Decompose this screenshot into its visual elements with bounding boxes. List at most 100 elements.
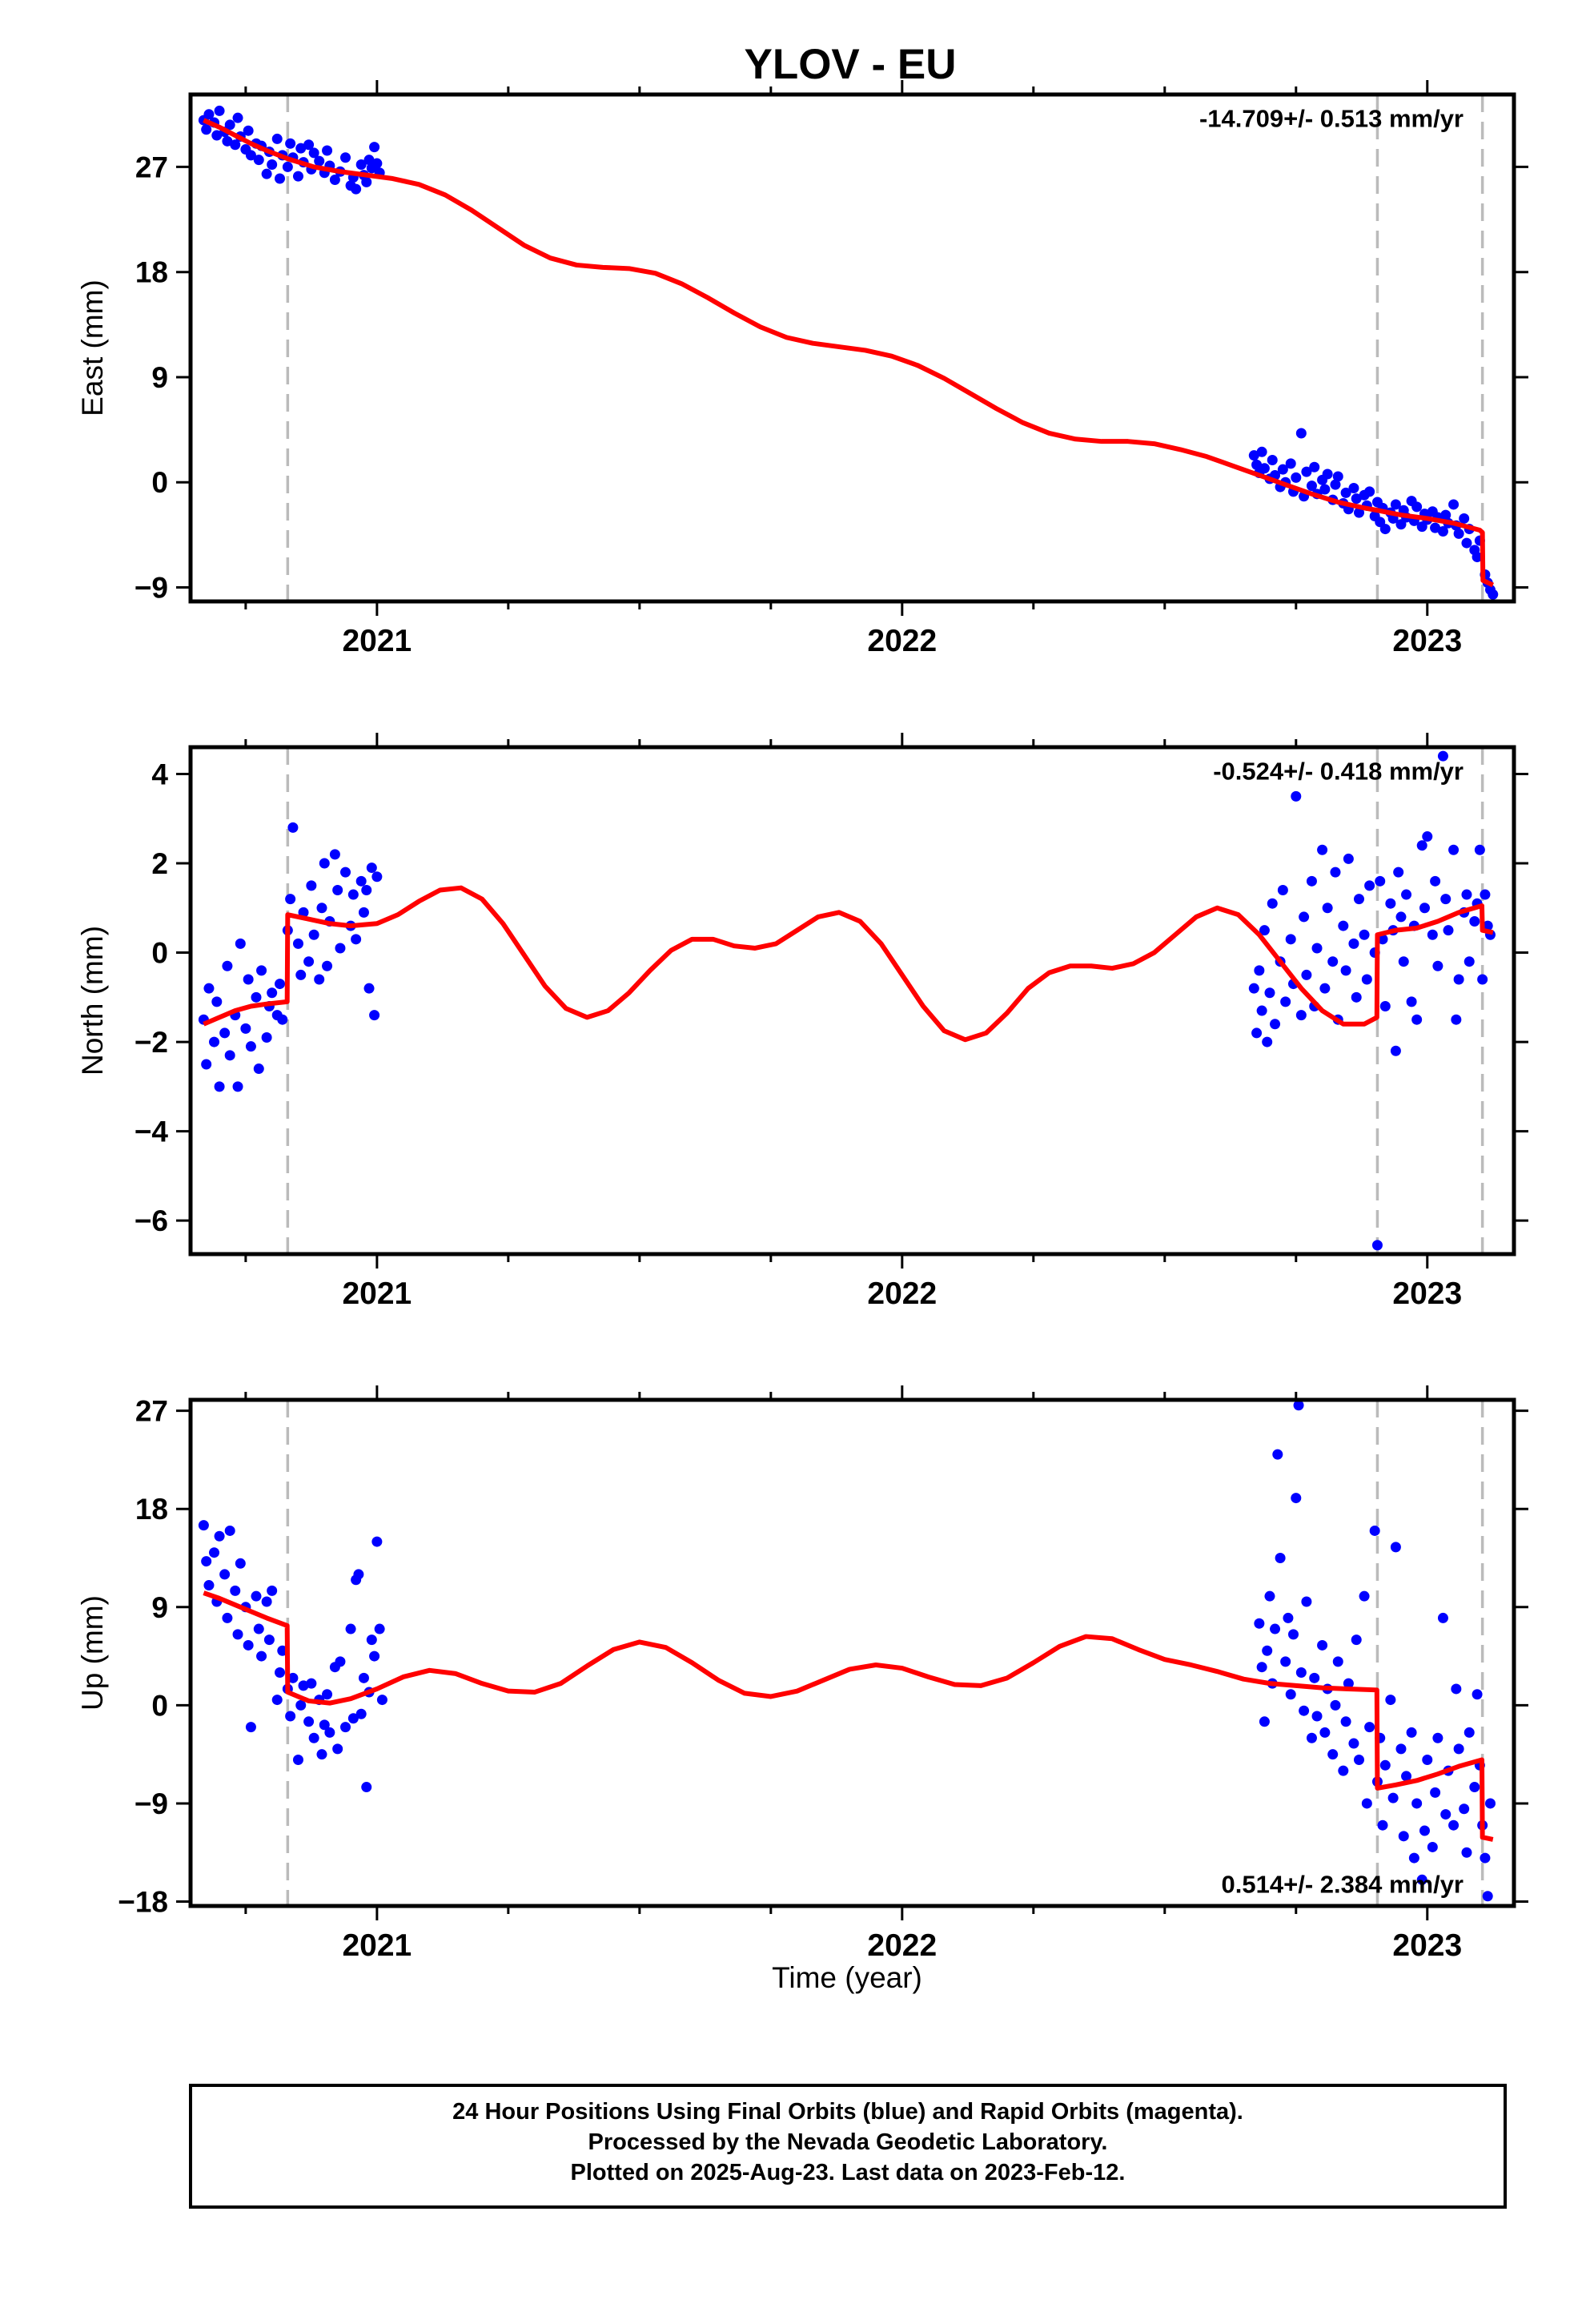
- up-data-point: [1299, 1705, 1310, 1716]
- up-data-point: [345, 1623, 356, 1634]
- north-data-point: [1270, 1019, 1281, 1030]
- up-data-point: [1427, 1841, 1438, 1852]
- east-data-point: [1437, 525, 1448, 537]
- up-x-tick-label: 2021: [342, 1928, 412, 1963]
- north-data-point: [1390, 1045, 1401, 1056]
- north-data-point: [1419, 903, 1430, 914]
- north-data-point: [219, 1027, 231, 1039]
- north-data-point: [285, 894, 296, 905]
- north-data-point: [303, 956, 315, 967]
- east-data-point: [1295, 428, 1307, 439]
- east-plot-frame: [188, 92, 1516, 604]
- north-data-point: [355, 875, 367, 887]
- north-data-point: [306, 880, 317, 891]
- up-data-point: [1411, 1798, 1423, 1809]
- up-data-point: [1430, 1787, 1441, 1798]
- up-data-point: [1440, 1809, 1452, 1820]
- up-data-point: [324, 1727, 335, 1738]
- east-data-point: [211, 130, 223, 141]
- north-data-point: [1353, 894, 1364, 905]
- east-data-point: [1440, 509, 1452, 521]
- up-data-point: [1472, 1689, 1483, 1700]
- up-data-point: [275, 1667, 286, 1679]
- up-data-point: [1351, 1634, 1362, 1646]
- north-x-tick-label: 2021: [342, 1277, 412, 1311]
- up-data-point: [1448, 1819, 1460, 1831]
- up-data-point: [1480, 1852, 1491, 1864]
- east-data-point: [1390, 499, 1401, 510]
- east-data-point: [1453, 528, 1464, 539]
- north-data-point: [1348, 938, 1359, 949]
- up-data-point: [219, 1569, 231, 1580]
- east-y-tick-label: 0: [151, 466, 168, 499]
- north-data-point: [256, 965, 267, 976]
- east-data-point: [1430, 522, 1441, 533]
- north-data-point: [1375, 875, 1386, 887]
- north-data-point: [243, 974, 254, 985]
- up-y-tick-label: −18: [118, 1886, 168, 1919]
- up-data-point: [1459, 1803, 1470, 1815]
- footer-frame: [189, 2084, 1507, 2209]
- north-data-point: [1364, 880, 1375, 891]
- north-data-point: [1480, 889, 1491, 900]
- east-data-point: [275, 173, 286, 184]
- north-data-point: [329, 849, 340, 860]
- east-data-point: [253, 155, 264, 166]
- north-data-point: [347, 889, 359, 900]
- east-data-point: [355, 159, 367, 171]
- east-data-point: [1364, 486, 1375, 497]
- east-data-point: [203, 109, 215, 120]
- up-plot-frame: [188, 1397, 1516, 1908]
- east-data-point: [285, 138, 296, 149]
- east-data-point: [1267, 455, 1278, 466]
- up-data-point: [203, 1580, 215, 1591]
- north-data-point: [1448, 844, 1460, 855]
- north-data-point: [1422, 831, 1433, 842]
- footer-line-3: Plotted on 2025-Aug-23. Last data on 202…: [571, 2160, 1126, 2185]
- east-data-point: [282, 161, 293, 172]
- up-data-point: [243, 1639, 254, 1651]
- up-data-point: [340, 1722, 351, 1733]
- footer-box: 24 Hour Positions Using Final Orbits (bl…: [189, 2084, 1507, 2209]
- north-data-point: [1259, 925, 1270, 936]
- north-data-point: [1277, 884, 1288, 895]
- up-data-point: [1401, 1771, 1412, 1782]
- north-data-point: [1343, 853, 1354, 864]
- north-data-point: [1393, 866, 1404, 878]
- up-x-tick-label: 2022: [867, 1928, 937, 1963]
- east-data-point: [1459, 513, 1470, 524]
- north-data-point: [1317, 844, 1328, 855]
- east-data-point: [1319, 484, 1331, 495]
- north-data-point: [1453, 974, 1464, 985]
- east-data-point: [271, 133, 283, 144]
- north-data-point: [1254, 965, 1265, 976]
- north-data-point: [1469, 916, 1480, 927]
- east-y-tick-label: 18: [135, 256, 168, 289]
- north-data-point: [1371, 1240, 1383, 1251]
- up-data-point: [1293, 1400, 1304, 1411]
- up-data-point: [1291, 1493, 1302, 1504]
- up-data-point: [366, 1634, 377, 1646]
- north-data-point: [1406, 996, 1417, 1007]
- up-data-point: [224, 1525, 235, 1536]
- north-data-point: [214, 1081, 225, 1092]
- north-data-point: [1295, 1010, 1307, 1021]
- up-data-point: [361, 1782, 372, 1793]
- up-data-point: [1340, 1716, 1351, 1727]
- east-data-point: [1332, 471, 1343, 482]
- north-data-point: [308, 929, 319, 940]
- east-data-point: [1340, 487, 1351, 498]
- east-data-point: [1306, 480, 1317, 492]
- north-data-point: [335, 943, 346, 954]
- up-data-point: [1484, 1798, 1496, 1809]
- north-data-point: [209, 1036, 220, 1047]
- north-y-tick-label: 4: [151, 758, 168, 790]
- north-rate-label: -0.524+/- 0.418 mm/yr: [1213, 757, 1464, 785]
- north-data-point: [351, 934, 362, 945]
- north-data-point: [253, 1063, 264, 1075]
- east-data-point: [1461, 537, 1472, 549]
- east-model-curve: [203, 118, 1495, 588]
- north-data-point: [235, 938, 246, 949]
- north-data-point: [332, 884, 343, 895]
- up-data-point: [1311, 1711, 1323, 1722]
